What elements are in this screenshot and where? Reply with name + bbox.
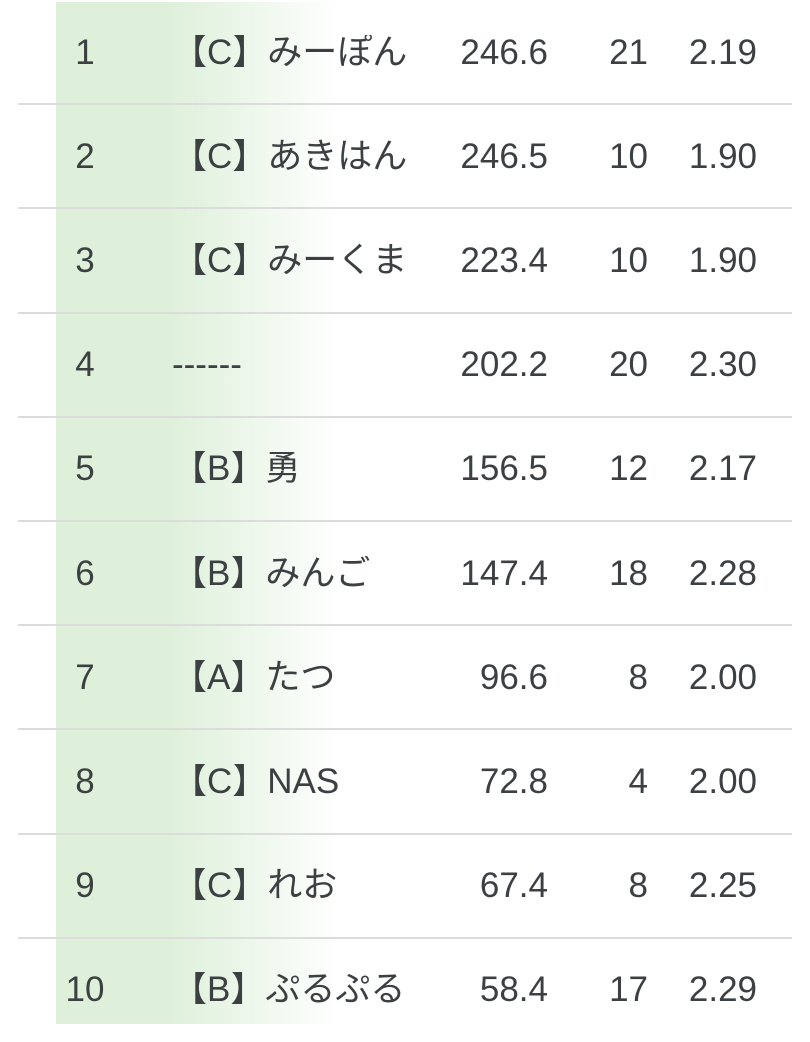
count-cell: 10 xyxy=(609,240,648,280)
rank-cell: 2 xyxy=(75,136,95,176)
rank-cell: 3 xyxy=(75,240,95,280)
count-cell: 20 xyxy=(609,345,648,385)
average-cell: 1.90 xyxy=(688,136,757,176)
name-cell: 【C】あきはん xyxy=(172,138,408,174)
score-cell: 58.4 xyxy=(479,970,548,1010)
rank-cell: 7 xyxy=(75,657,95,697)
average-cell: 2.29 xyxy=(688,970,757,1010)
ranking-row-7: 7 【A】たつ 96.6 8 2.00 xyxy=(0,625,810,731)
count-cell: 21 xyxy=(609,32,648,72)
ranking-row-5: 5 【B】勇 156.5 12 2.17 xyxy=(0,417,810,523)
name-cell: ------ xyxy=(172,347,242,383)
ranking-row-10: 10 【B】ぷるぷる 58.4 17 2.29 xyxy=(0,938,810,1042)
average-cell: 2.25 xyxy=(688,866,757,906)
count-cell: 17 xyxy=(609,970,648,1010)
average-cell: 2.00 xyxy=(688,657,757,697)
name-cell: 【A】たつ xyxy=(172,659,336,695)
average-cell: 2.28 xyxy=(688,553,757,593)
name-cell: 【B】みんご xyxy=(172,555,371,591)
count-cell: 4 xyxy=(628,761,648,801)
average-cell: 1.90 xyxy=(688,240,757,280)
ranking-row-2: 2 【C】あきはん 246.5 10 1.90 xyxy=(0,104,810,210)
count-cell: 10 xyxy=(609,136,648,176)
count-cell: 18 xyxy=(609,553,648,593)
count-cell: 8 xyxy=(628,657,648,697)
score-cell: 223.4 xyxy=(460,240,548,280)
score-cell: 96.6 xyxy=(479,657,548,697)
count-cell: 8 xyxy=(628,866,648,906)
rank-cell: 5 xyxy=(75,449,95,489)
average-cell: 2.19 xyxy=(688,32,757,72)
score-cell: 67.4 xyxy=(479,866,548,906)
score-cell: 246.6 xyxy=(460,32,548,72)
count-cell: 12 xyxy=(609,449,648,489)
rank-cell: 1 xyxy=(75,32,95,72)
ranking-row-9: 9 【C】れお 67.4 8 2.25 xyxy=(0,834,810,939)
rank-cell: 9 xyxy=(75,866,95,906)
ranking-row-8: 8 【C】NAS 72.8 4 2.00 xyxy=(0,729,810,835)
name-cell: 【C】NAS xyxy=(172,763,340,799)
ranking-row-4: 4 ------ 202.2 20 2.30 xyxy=(0,313,810,418)
rank-cell: 6 xyxy=(75,553,95,593)
rank-cell: 4 xyxy=(75,345,95,385)
name-cell: 【B】勇 xyxy=(172,451,301,487)
score-cell: 202.2 xyxy=(460,345,548,385)
average-cell: 2.30 xyxy=(688,345,757,385)
name-cell: 【B】ぷるぷる xyxy=(172,972,406,1008)
score-cell: 156.5 xyxy=(460,449,548,489)
ranking-row-1: 1 【C】みーぽん 246.6 21 2.19 xyxy=(0,0,810,106)
name-cell: 【C】れお xyxy=(172,868,338,904)
rank-cell: 10 xyxy=(65,970,105,1010)
ranking-row-3: 3 【C】みーくま 223.4 10 1.90 xyxy=(0,208,810,314)
score-cell: 72.8 xyxy=(479,761,548,801)
average-cell: 2.17 xyxy=(688,449,757,489)
ranking-row-6: 6 【B】みんご 147.4 18 2.28 xyxy=(0,521,810,627)
rank-cell: 8 xyxy=(75,761,95,801)
score-cell: 246.5 xyxy=(460,136,548,176)
score-cell: 147.4 xyxy=(460,553,548,593)
average-cell: 2.00 xyxy=(688,761,757,801)
name-cell: 【C】みーぽん xyxy=(172,34,408,70)
name-cell: 【C】みーくま xyxy=(172,242,408,278)
